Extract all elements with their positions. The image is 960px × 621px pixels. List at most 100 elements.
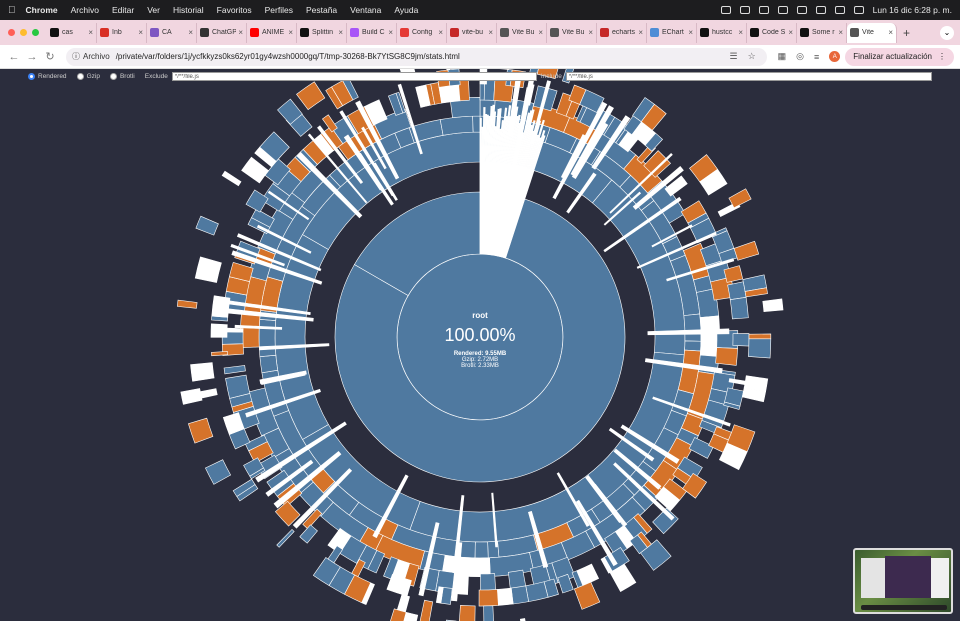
sunburst-segment[interactable] [741, 387, 766, 403]
sunburst-segment[interactable] [762, 298, 784, 312]
sunburst-segment[interactable] [472, 115, 481, 133]
sunburst-segment[interactable] [418, 522, 440, 597]
translate-icon[interactable]: ☰ [729, 51, 738, 61]
sunburst-segment[interactable] [210, 323, 228, 338]
docker-icon[interactable] [739, 6, 750, 14]
sunburst-segment[interactable] [241, 156, 269, 184]
sunburst-segment[interactable] [267, 190, 310, 221]
sunburst-segment[interactable] [489, 104, 495, 163]
sunburst-segment[interactable] [299, 524, 318, 544]
sunburst-segment[interactable] [317, 125, 364, 184]
sunburst-segment[interactable] [211, 351, 228, 357]
bookmark-star-icon[interactable]: ☆ [747, 51, 756, 61]
sunburst-segment[interactable] [718, 442, 748, 471]
sunburst-segment[interactable] [357, 152, 394, 206]
back-button[interactable]: ← [8, 50, 20, 63]
sunburst-segment[interactable] [478, 589, 499, 607]
sunburst-segment[interactable] [215, 307, 314, 322]
sunburst-segment[interactable] [531, 130, 546, 171]
sunburst-segment[interactable] [354, 191, 481, 296]
sunburst-segment[interactable] [498, 69, 511, 70]
close-tab-icon[interactable]: × [588, 28, 593, 37]
close-tab-icon[interactable]: × [188, 28, 193, 37]
close-tab-icon[interactable]: × [288, 28, 293, 37]
sunburst-segment[interactable] [397, 83, 423, 155]
sunburst-segment[interactable] [276, 528, 295, 548]
sunburst-segment[interactable] [632, 166, 684, 210]
tab-11[interactable]: echarts × [597, 22, 647, 43]
close-tab-icon[interactable]: × [438, 28, 443, 37]
finish-update-button[interactable]: Finalizar actualización ⋮ [845, 47, 954, 66]
sunburst-segment[interactable] [361, 126, 387, 170]
sunburst-segment[interactable] [608, 427, 655, 462]
sunburst-segment[interactable] [187, 417, 214, 444]
sunburst-segment[interactable] [525, 581, 549, 602]
sunburst-segment[interactable] [519, 109, 535, 168]
sunburst-segment[interactable] [557, 573, 574, 594]
tab-12[interactable]: EChart × [647, 22, 697, 43]
sunburst-segment[interactable] [459, 604, 476, 621]
url-text[interactable]: /private/var/folders/1j/ycfkkyzs0ks62yr0… [115, 52, 460, 61]
sunburst-segment[interactable] [579, 89, 605, 113]
sunburst-segment[interactable] [570, 105, 614, 177]
address-bar[interactable]: ⓘ Archivo /private/var/folders/1j/ycfkky… [66, 47, 767, 66]
sunburst-segment[interactable] [684, 340, 702, 352]
sunburst-segment[interactable] [439, 115, 474, 136]
sunburst-segment[interactable] [519, 618, 528, 621]
menu-item-pestana[interactable]: Pestaña [298, 5, 337, 15]
close-tab-icon[interactable]: × [88, 28, 93, 37]
sunburst-segment[interactable] [259, 343, 330, 351]
sunburst-segment[interactable] [643, 150, 671, 178]
control-center-icon[interactable] [853, 6, 864, 14]
rendered-radio[interactable] [28, 73, 35, 80]
sunburst-segment[interactable] [747, 338, 772, 359]
sunburst-segment[interactable] [654, 486, 681, 512]
sunburst-segment[interactable] [613, 448, 662, 490]
sunburst-segment[interactable] [483, 113, 488, 163]
sunburst-segment[interactable] [644, 132, 663, 152]
sunburst-segment[interactable] [228, 261, 254, 282]
sunburst-segment[interactable] [339, 110, 394, 197]
close-tab-icon[interactable]: × [338, 28, 343, 37]
tab-3[interactable]: ChatGP × [197, 22, 247, 43]
sunburst-segment[interactable] [575, 499, 618, 567]
sunburst-segment[interactable] [507, 106, 519, 165]
sunburst-segment[interactable] [556, 472, 590, 527]
sunburst-segment[interactable] [273, 451, 342, 509]
sunburst-segment[interactable] [647, 328, 730, 336]
sunburst-segment[interactable] [513, 123, 525, 166]
sunburst-segment[interactable] [204, 459, 232, 485]
sunburst-segment[interactable] [652, 507, 679, 535]
sunburst-segment[interactable] [296, 152, 363, 219]
sunburst-segment[interactable] [307, 133, 368, 204]
sunburst-segment[interactable] [395, 91, 406, 114]
sunburst-segment[interactable] [729, 296, 749, 320]
sunburst-segment[interactable] [498, 107, 508, 164]
menu-item-favoritos[interactable]: Favoritos [209, 5, 252, 15]
sunburst-segment[interactable] [372, 474, 409, 539]
sunburst-segment[interactable] [683, 313, 702, 342]
close-tab-icon[interactable]: × [488, 28, 493, 37]
audio-icon[interactable] [758, 6, 769, 14]
sunburst-segment[interactable] [221, 170, 242, 187]
sunburst-segment[interactable] [732, 333, 750, 347]
sunburst-segment[interactable] [640, 539, 672, 571]
sunburst-segment[interactable] [723, 265, 744, 283]
sunburst-segment[interactable] [666, 258, 735, 282]
menu-item-ventana[interactable]: Ventana [342, 5, 381, 15]
tab-10[interactable]: Vite Bu × [547, 22, 597, 43]
sunburst-segment[interactable] [355, 100, 400, 180]
sunburst-segment[interactable] [225, 374, 251, 399]
sunburst-segment[interactable] [532, 135, 546, 171]
sunburst-segment[interactable] [211, 295, 231, 318]
sunburst-segment[interactable] [292, 468, 353, 529]
screenshot-thumbnail[interactable] [853, 548, 953, 614]
sunburst-segment[interactable] [609, 152, 673, 214]
new-tab-button[interactable]: + [903, 25, 911, 40]
close-tab-icon[interactable]: × [238, 28, 243, 37]
sunburst-segment[interactable] [644, 358, 723, 374]
menu-item-ver[interactable]: Ver [139, 5, 160, 15]
sunburst-segment[interactable] [652, 396, 731, 427]
sunburst-segment[interactable] [258, 318, 277, 357]
close-window-button[interactable] [8, 29, 15, 36]
